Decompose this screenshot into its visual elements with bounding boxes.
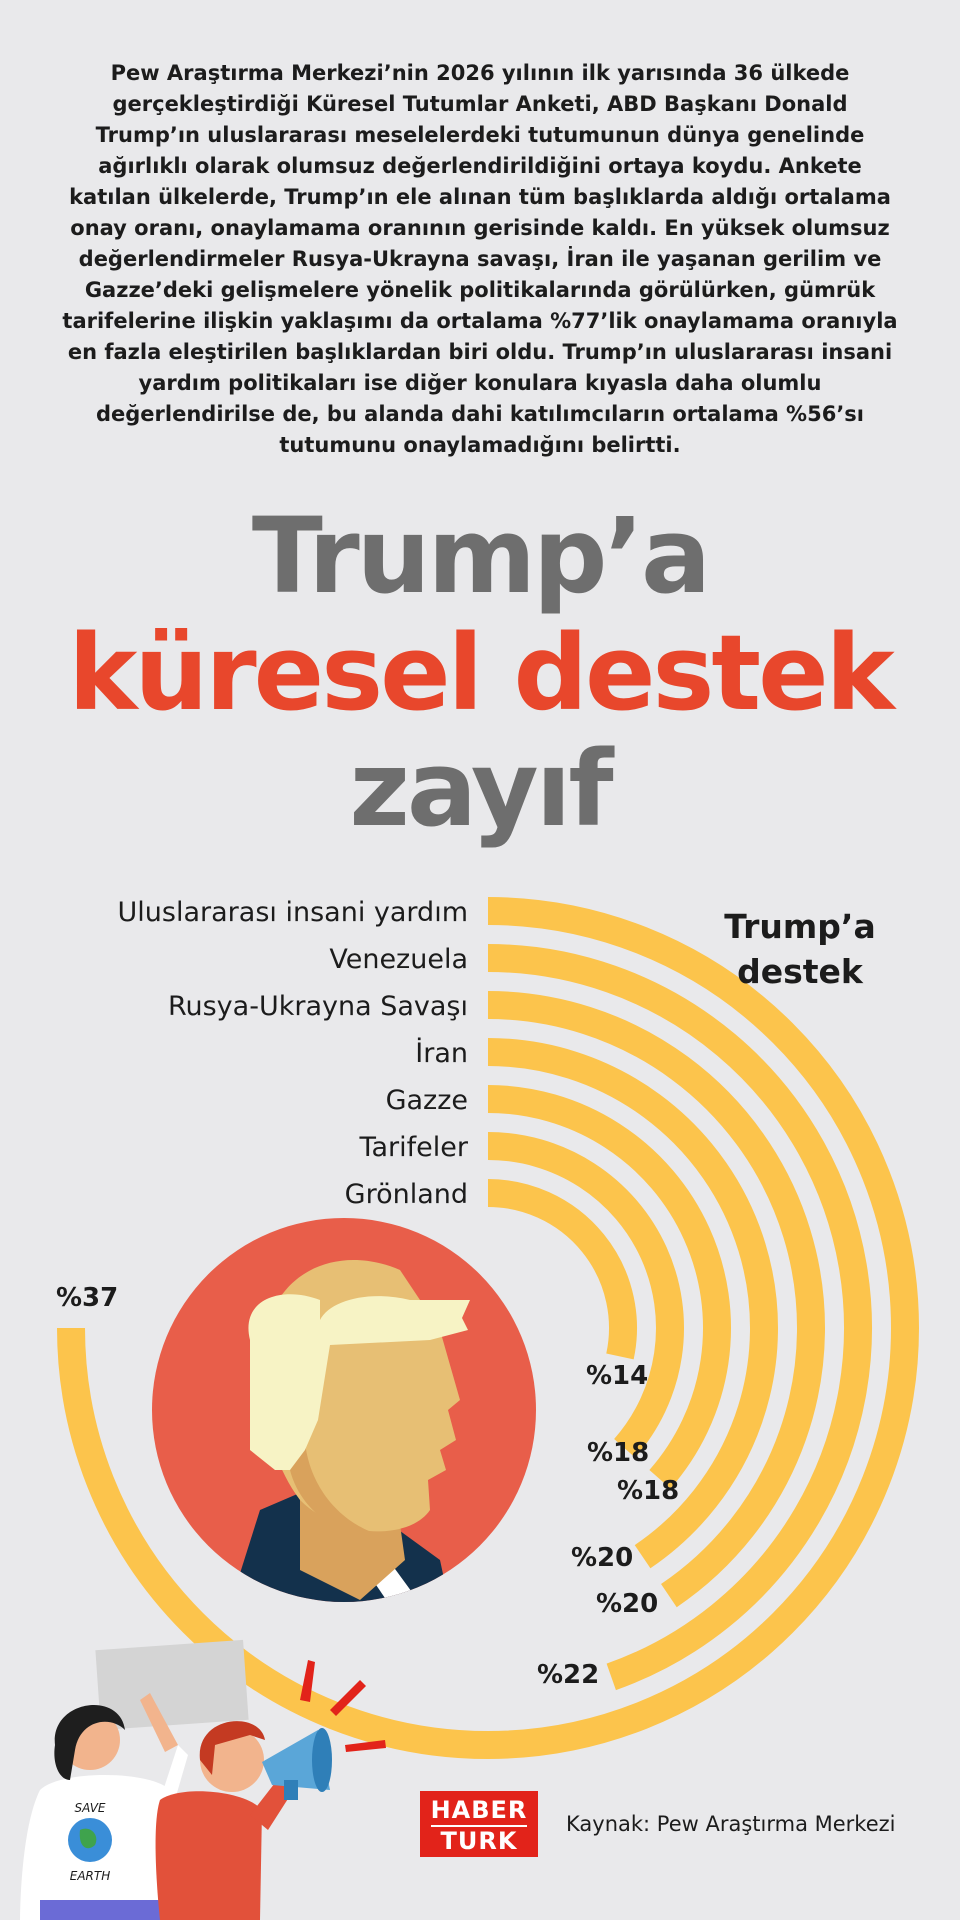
legend-line-1: Trump’a [724,907,875,946]
category-label-3: Rusya-Ukrayna Savaşı [168,991,468,1022]
title-line-3: zayıf [349,728,613,850]
legend-line-2: destek [737,952,864,991]
value-label-6: %18 [587,1438,649,1468]
arc-7 [487,1179,637,1360]
value-label-3: %20 [596,1589,658,1619]
source-credit: Kaynak: Pew Araştırma Merkezi [566,1812,896,1836]
value-labels: %37 %22 %20 %20 %18 %18 %14 [56,1283,679,1690]
category-labels: Uluslararası insani yardım Venezuela Rusya… [118,897,469,1210]
value-label-1: %37 [56,1283,118,1313]
chart-arcs [57,897,919,1759]
arc-5 [487,1085,731,1489]
arc-3 [487,991,825,1608]
category-label-5: Gazze [386,1085,468,1116]
logo-rule [431,1825,527,1827]
protest-sign [95,1639,249,1731]
arc-2 [487,944,872,1691]
category-label-7: Grönland [345,1179,468,1210]
logo-line-1: HABER [430,1796,528,1824]
haberturk-logo: HABER TURK [420,1791,538,1857]
title-line-1: Trump’a [251,495,711,617]
title-line-2: küresel destek [68,612,895,734]
category-label-1: Uluslararası insani yardım [118,897,468,928]
protester-woman-icon: SAVE EARTH [20,1693,188,1920]
category-label-2: Venezuela [329,944,468,975]
category-label-4: İran [415,1037,468,1069]
megaphone-icon [262,1660,386,1800]
value-label-7: %14 [586,1361,648,1391]
logo-line-2: TURK [440,1827,518,1855]
intro-paragraph: Pew Araştırma Merkezi’nin 2026 yılının i… [62,61,898,457]
category-label-6: Tarifeler [358,1132,468,1163]
value-label-5: %18 [617,1476,679,1506]
arc-1 [57,897,919,1759]
shirt-text-top: SAVE [74,1801,105,1815]
protest-illustration: SAVE EARTH [20,1639,386,1920]
value-label-4: %20 [571,1543,633,1573]
value-label-2: %22 [537,1660,599,1690]
shirt-text-bottom: EARTH [70,1869,110,1883]
trump-portrait-icon [152,1218,536,1602]
arc-6 [487,1132,684,1458]
protester-man-icon [155,1721,300,1920]
arc-4 [487,1038,778,1569]
